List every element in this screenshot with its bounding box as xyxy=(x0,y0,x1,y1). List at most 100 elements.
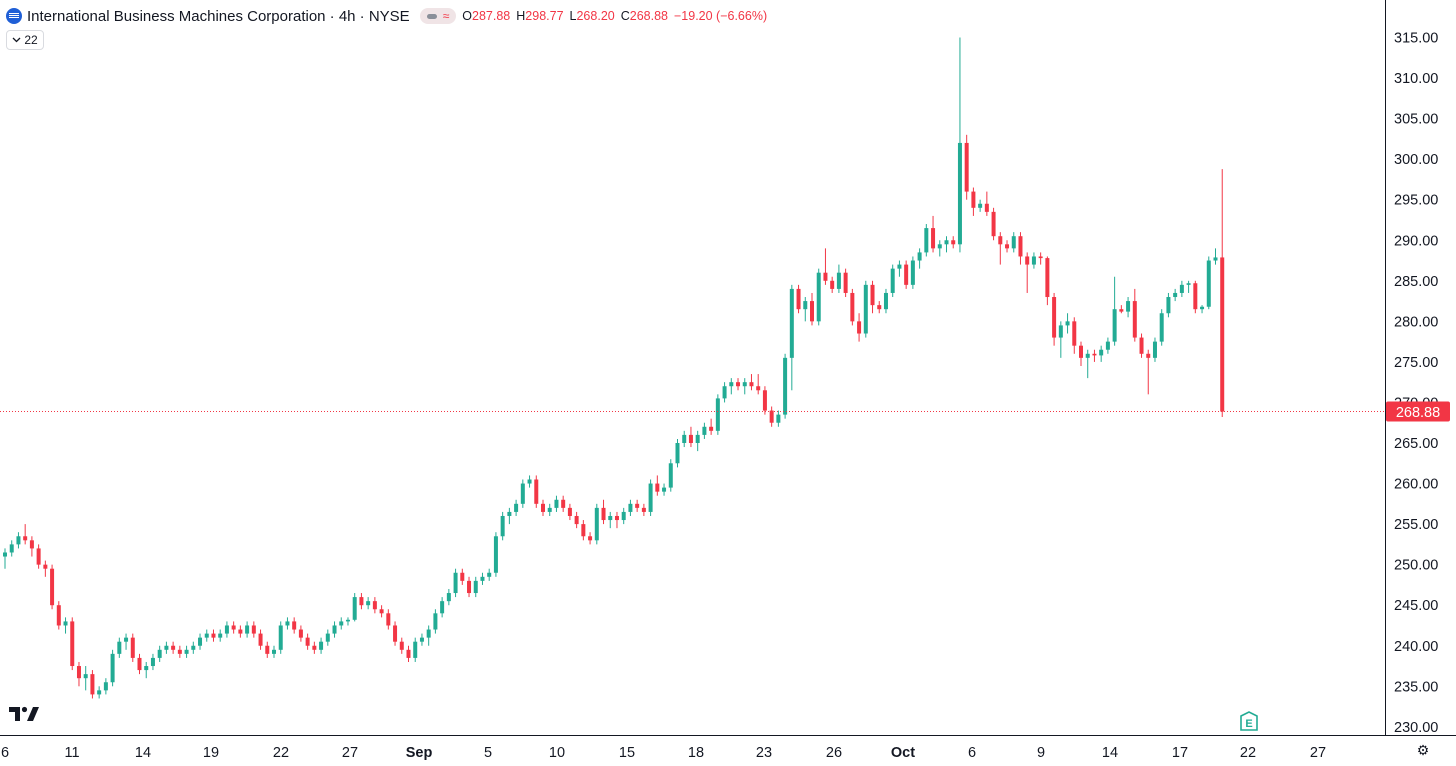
candle xyxy=(1092,349,1097,362)
tradingview-logo-icon[interactable] xyxy=(9,706,39,722)
candle-body xyxy=(103,682,108,691)
earnings-marker-label: E xyxy=(1245,718,1252,730)
time-tick-label: 19 xyxy=(203,745,219,761)
candle xyxy=(1186,280,1191,293)
candle-body xyxy=(1139,337,1144,354)
candle xyxy=(211,629,216,642)
candle-body xyxy=(1011,236,1016,249)
candle-body xyxy=(1031,256,1036,265)
candle xyxy=(157,645,162,662)
candle xyxy=(944,236,949,253)
candle xyxy=(877,301,882,314)
candle xyxy=(736,378,741,391)
collapse-indicators-button[interactable]: 22 xyxy=(6,30,44,50)
candle-body xyxy=(480,576,485,581)
gear-icon[interactable]: ⚙ xyxy=(1416,742,1430,758)
candle-body xyxy=(379,609,384,614)
price-tick-label: 285.00 xyxy=(1394,274,1438,290)
candle xyxy=(957,37,962,253)
candle xyxy=(1146,349,1151,395)
candle-body xyxy=(386,613,391,626)
candle xyxy=(1079,341,1083,366)
candle-body xyxy=(372,601,377,610)
candle xyxy=(924,224,929,257)
candle xyxy=(998,232,1003,265)
candle xyxy=(601,499,606,525)
candle xyxy=(662,483,667,496)
time-tick-label: 14 xyxy=(1102,745,1118,761)
candle xyxy=(614,511,619,529)
indicator-status-pill[interactable]: ≈ xyxy=(419,8,457,24)
candle-body xyxy=(736,382,741,387)
candle xyxy=(608,511,613,529)
candle xyxy=(1058,321,1063,358)
candle xyxy=(984,191,989,216)
candle xyxy=(641,503,646,516)
candle xyxy=(258,629,263,650)
symbol-title[interactable]: International Business Machines Corporat… xyxy=(27,7,410,25)
candle-body xyxy=(709,426,714,431)
candle xyxy=(1206,256,1211,310)
candle xyxy=(305,633,310,650)
time-axis: 6 11 14 19 22 27 Sep 5 10 15 18 23 26 Oct 6 9 14 17 22 27 xyxy=(1,745,1326,761)
time-tick-label: Oct xyxy=(891,745,915,761)
last-price-text: 268.88 xyxy=(1396,405,1440,421)
candle xyxy=(245,621,250,638)
time-tick-label: 17 xyxy=(1172,745,1188,761)
candle xyxy=(1031,252,1036,269)
candle-body xyxy=(319,641,324,650)
candle xyxy=(413,637,418,662)
candle xyxy=(1166,292,1171,318)
candle-body xyxy=(776,414,781,423)
candle-body xyxy=(90,674,95,695)
candle-body xyxy=(1173,292,1178,298)
time-tick-label: 22 xyxy=(273,745,289,761)
candle-body xyxy=(251,625,256,634)
candle-body xyxy=(3,552,7,557)
time-tick-label: 6 xyxy=(968,745,976,761)
candle-body xyxy=(1166,297,1171,314)
earnings-e-icon[interactable]: E xyxy=(1240,711,1258,731)
time-tick-label: 9 xyxy=(1037,745,1045,761)
candle xyxy=(1152,337,1157,362)
candle-body xyxy=(769,410,774,423)
candle xyxy=(749,374,754,391)
candle xyxy=(36,544,41,569)
candle-body xyxy=(668,463,673,488)
candle-body xyxy=(937,244,942,249)
candle-body xyxy=(144,666,149,671)
time-tick-label: 26 xyxy=(826,745,842,761)
candle xyxy=(655,475,660,496)
candle xyxy=(776,410,781,427)
candle xyxy=(1179,280,1184,298)
candle xyxy=(722,382,727,403)
candle xyxy=(325,629,330,646)
candle-body xyxy=(910,260,915,285)
candle-body xyxy=(702,426,707,435)
candle xyxy=(50,564,55,610)
candle-body xyxy=(204,633,209,638)
candle-body xyxy=(43,564,48,569)
candle xyxy=(567,503,572,521)
candle xyxy=(507,507,512,525)
candle xyxy=(1119,305,1124,314)
candle xyxy=(836,264,841,293)
candle xyxy=(467,576,472,598)
candle-body xyxy=(998,236,1003,245)
candle xyxy=(144,661,149,679)
candle-body xyxy=(614,515,619,521)
candle xyxy=(628,499,633,516)
market-status-icon xyxy=(426,13,437,19)
candle xyxy=(473,576,478,598)
candle-body xyxy=(850,292,855,322)
candle xyxy=(177,645,182,658)
candle-body xyxy=(641,507,646,512)
candle xyxy=(500,511,505,541)
candle xyxy=(426,625,431,646)
candle xyxy=(648,479,653,516)
candle xyxy=(372,597,377,614)
candle-body xyxy=(1072,321,1077,346)
candle xyxy=(23,524,28,545)
ohlc-low: L268.20 xyxy=(569,9,615,23)
